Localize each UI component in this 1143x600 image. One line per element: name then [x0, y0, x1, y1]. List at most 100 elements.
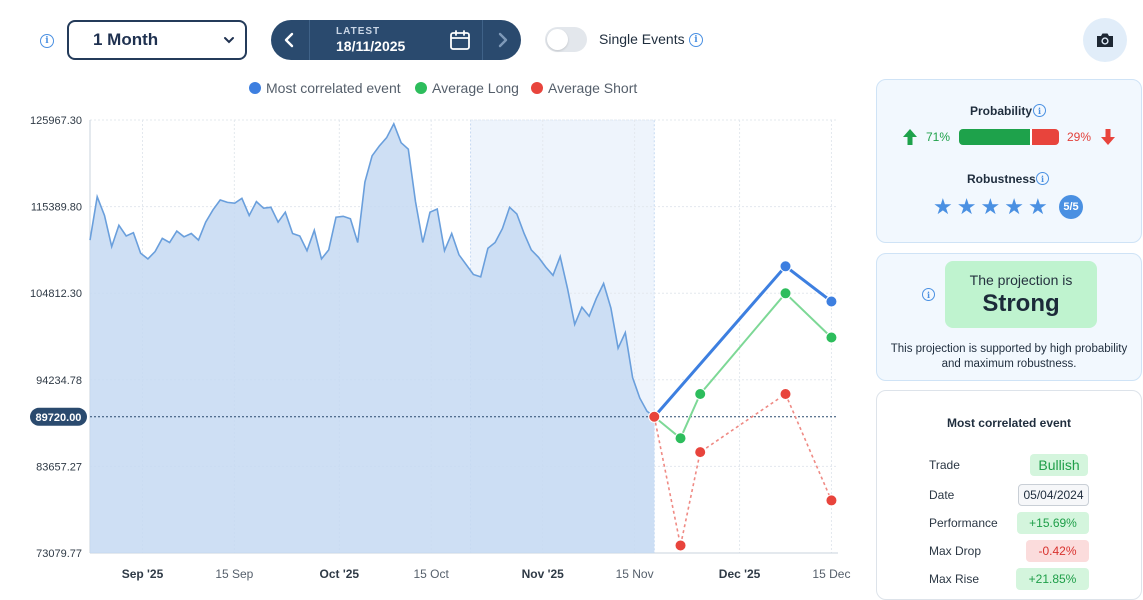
chevron-down-icon [224, 37, 234, 44]
event-label-max-drop: Max Drop [929, 544, 982, 558]
legend-item-short[interactable]: Average Short [531, 80, 637, 96]
arrow-down-icon [1101, 129, 1115, 145]
event-label-max-rise: Max Rise [929, 572, 980, 586]
current-value-badge-bg [30, 407, 87, 426]
period-select-value: 1 Month [93, 30, 159, 49]
single-events-label: Single Events [599, 31, 685, 47]
event-label-trade: Trade [929, 458, 960, 472]
series-point-correlated [825, 295, 838, 308]
x-tick-label: 15 Oct [414, 567, 450, 581]
probability-bar-up [959, 129, 1030, 145]
event-max-drop-value: -0.42% [1026, 540, 1089, 562]
star-icon: ★ [956, 194, 977, 219]
date-label: LATEST [336, 26, 381, 37]
single-events-toggle[interactable] [545, 27, 587, 52]
legend-item-correlated[interactable]: Most correlated event [249, 80, 401, 96]
probability-bar [959, 129, 1059, 145]
x-tick-label: Sep '25 [122, 567, 164, 581]
event-label-performance: Performance [929, 516, 998, 530]
y-tick-label: 73079.77 [36, 548, 82, 560]
star-icon: ★ [1004, 194, 1024, 219]
x-tick-label: 15 Nov [616, 567, 654, 581]
projection-description-line: This projection is supported by high pro… [890, 343, 1128, 355]
series-line-short [653, 392, 833, 546]
arrow-up-icon [903, 129, 917, 145]
screenshot-button[interactable] [1083, 18, 1127, 62]
legend-label: Average Short [548, 80, 638, 96]
projection-description: This projection is supported by high pro… [876, 342, 1142, 372]
divider [482, 20, 483, 60]
event-date-value: 05/04/2024 [1018, 484, 1089, 506]
x-tick-label: 15 Sep [215, 567, 253, 581]
toggle-knob [547, 29, 568, 50]
y-tick-label: 115389.80 [31, 202, 82, 214]
legend-dot [415, 82, 427, 94]
series-point-long [674, 432, 687, 445]
probability-panel [876, 79, 1142, 243]
projection-description-line: and maximum robustness. [941, 358, 1077, 370]
date-display[interactable]: LATEST 18/11/2025 [310, 26, 438, 54]
chevron-left-icon [284, 32, 294, 48]
legend-label: Most correlated event [266, 80, 401, 96]
y-tick-label: 83657.27 [36, 461, 82, 473]
probability-up-pct: 71% [926, 130, 951, 144]
series-point-short [825, 494, 838, 507]
star-icon: ★ [980, 194, 1001, 219]
divider [309, 20, 310, 60]
chevron-right-icon [498, 32, 508, 48]
x-tick-label: Oct '25 [320, 567, 360, 581]
date-value: 18/11/2025 [336, 38, 406, 54]
probability-down-pct: 29% [1067, 130, 1092, 144]
current-value-label: 89720.00 [36, 412, 82, 424]
current-value-badge: 89720.00 [30, 407, 87, 426]
y-tick-label: 94234.78 [36, 375, 82, 387]
series-point-long [779, 287, 792, 300]
calendar-icon [450, 30, 470, 50]
x-tick-label: 15 Dec [812, 567, 850, 581]
legend-dot [531, 82, 543, 94]
event-panel [876, 390, 1142, 600]
previous-date-button[interactable] [271, 20, 309, 60]
projection-strength-box: The projection is Strong [945, 261, 1097, 328]
event-trade-badge: Bullish [1030, 454, 1088, 476]
current-point [648, 410, 661, 423]
series-point-short [779, 388, 792, 401]
date-navigator: LATEST 18/11/2025 [271, 20, 521, 60]
x-tick-label: Dec '25 [719, 567, 761, 581]
event-title: Most correlated event [946, 416, 1072, 430]
event-performance-value: +15.69% [1017, 512, 1089, 534]
series-point-long [694, 388, 707, 401]
series-point-correlated [779, 260, 792, 273]
legend-item-long[interactable]: Average Long [415, 80, 519, 96]
probability-bar-down [1030, 129, 1059, 145]
probability-title: Probability [970, 104, 1033, 118]
event-max-rise-value: +21.85% [1016, 568, 1089, 590]
robustness-badge: 5/5 [1059, 195, 1083, 219]
probability-info-icon[interactable]: i [1033, 104, 1046, 117]
x-tick-label: Nov '25 [522, 567, 565, 581]
history-line [89, 121, 655, 418]
single-events-info-icon[interactable]: i [689, 33, 703, 47]
projection-info-icon[interactable]: i [922, 288, 935, 301]
legend-label: Average Long [432, 80, 519, 96]
y-tick-label: 104812.30 [30, 288, 82, 300]
calendar-button[interactable] [438, 29, 482, 51]
legend-dot [249, 82, 261, 94]
series-point-short [674, 539, 687, 552]
robustness-info-icon[interactable]: i [1036, 172, 1049, 185]
camera-icon [1097, 33, 1113, 47]
event-label-date: Date [929, 488, 955, 502]
projection-strength: Strong [982, 289, 1060, 317]
period-info-icon[interactable]: i [40, 34, 54, 48]
series-point-long [825, 331, 838, 344]
series-point-short [694, 446, 707, 459]
robustness-stars: ★ ★ ★ ★ ★ [933, 196, 1048, 218]
star-icon: ★ [933, 194, 953, 219]
history-area [90, 123, 655, 554]
star-icon: ★ [1027, 194, 1048, 219]
next-date-button[interactable] [483, 20, 521, 60]
period-select[interactable]: 1 Month [67, 20, 247, 60]
y-tick-label: 125967.30 [30, 115, 82, 127]
price-chart: 125967.30 115389.80 104812.30 94234.78 83657… [30, 115, 850, 581]
projection-prefix: The projection is [969, 271, 1073, 288]
